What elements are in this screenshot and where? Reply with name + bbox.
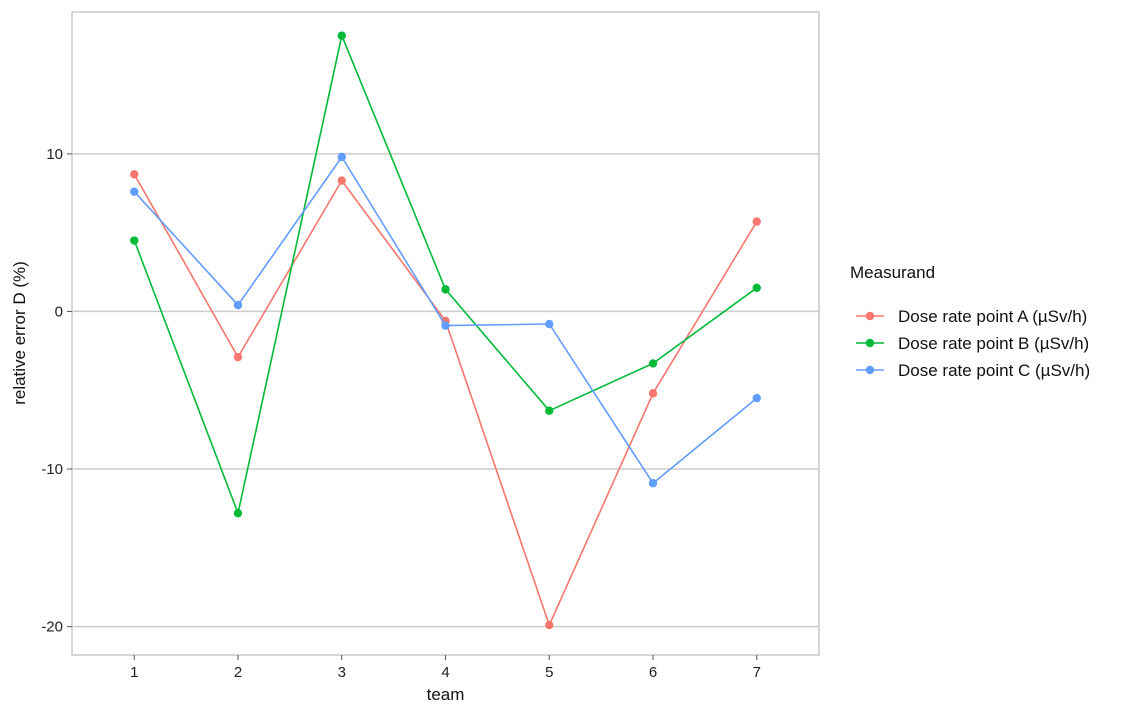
grid-lines — [72, 153, 819, 628]
x-tick-label: 1 — [130, 664, 138, 681]
legend-item: Dose rate point B (µSv/h) — [856, 334, 1089, 353]
y-tick-label: -20 — [41, 619, 63, 636]
data-point — [545, 620, 554, 630]
data-point — [130, 187, 139, 196]
series-c — [130, 152, 761, 488]
data-point — [545, 319, 554, 329]
legend-item: Dose rate point C (µSv/h) — [856, 361, 1090, 380]
legend-item: Dose rate point A (µSv/h) — [856, 307, 1087, 326]
data-point — [752, 217, 761, 226]
series-a — [130, 170, 761, 630]
data-point — [130, 170, 139, 179]
data-point — [337, 176, 346, 185]
data-point — [233, 352, 243, 362]
y-tick-label: 0 — [55, 303, 63, 320]
legend-label: Dose rate point C (µSv/h) — [898, 361, 1090, 380]
y-tick-label: 10 — [46, 146, 63, 163]
data-point — [648, 389, 658, 398]
series-layer — [130, 31, 761, 630]
series-b — [130, 31, 761, 518]
legend-key-point — [865, 365, 875, 375]
data-point — [233, 508, 243, 518]
data-point — [233, 300, 243, 310]
data-point — [441, 321, 450, 330]
data-point — [648, 479, 658, 488]
x-axis-title: team — [427, 685, 465, 704]
legend-label: Dose rate point B (µSv/h) — [898, 334, 1089, 353]
series-line — [133, 173, 758, 626]
x-tick-label: 6 — [649, 664, 657, 681]
y-tick-label: -10 — [41, 461, 63, 478]
x-tick-label: 3 — [338, 664, 346, 681]
x-tick-label: 2 — [234, 664, 242, 681]
data-point — [545, 406, 554, 415]
data-point — [337, 152, 346, 162]
x-tick-label: 4 — [441, 664, 449, 681]
data-point — [130, 236, 139, 245]
data-point — [441, 285, 450, 294]
plot-panel-border — [71, 11, 820, 656]
legend-key-point — [865, 311, 875, 321]
y-axis-ticks: -20 -10 0 10 — [41, 146, 72, 636]
legend: Measurand Dose rate point A (µSv/h) Dose … — [850, 263, 1090, 380]
data-point — [337, 31, 346, 40]
x-tick-label: 7 — [753, 664, 761, 681]
series-line — [133, 34, 758, 515]
y-axis-title: relative error D (%) — [10, 261, 29, 405]
data-point — [648, 359, 658, 368]
x-tick-label: 5 — [545, 664, 553, 681]
legend-key-point — [865, 338, 875, 348]
data-point — [752, 283, 761, 292]
legend-label: Dose rate point A (µSv/h) — [898, 307, 1087, 326]
legend-title: Measurand — [850, 263, 935, 282]
x-axis-ticks: 1 2 3 4 5 6 7 — [130, 655, 761, 681]
data-point — [752, 393, 761, 403]
